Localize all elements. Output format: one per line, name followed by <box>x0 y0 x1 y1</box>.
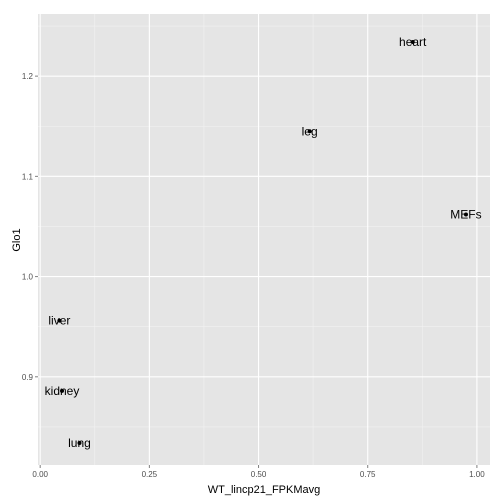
data-point <box>60 388 65 393</box>
point-label: heart <box>399 35 427 49</box>
y-tick-label: 1.0 <box>22 273 34 282</box>
x-tick-label: 0.00 <box>32 470 48 479</box>
x-tick-label: 1.00 <box>469 470 485 479</box>
plot-panel <box>38 14 490 465</box>
data-point <box>463 212 468 217</box>
x-tick-label: 0.25 <box>142 470 158 479</box>
minor-gridlines <box>38 14 490 465</box>
y-tick-label: 1.1 <box>22 172 34 181</box>
major-gridlines <box>38 14 490 465</box>
point-label: MEFs <box>450 207 481 221</box>
x-tick-label: 0.50 <box>251 470 267 479</box>
data-points <box>57 40 468 445</box>
point-label: leg <box>302 124 318 138</box>
point-label: liver <box>48 314 70 328</box>
x-axis-title: WT_lincp21_FPKMavg <box>208 484 321 496</box>
point-labels: heart leg MEFs liver kidney lung <box>45 35 482 450</box>
y-axis-title: Glo1 <box>11 228 23 251</box>
data-point <box>410 40 415 45</box>
y-axis-ticks: 0.9 1.0 1.1 1.2 <box>22 72 38 382</box>
y-tick-label: 1.2 <box>22 72 34 81</box>
data-point <box>307 129 312 134</box>
x-tick-label: 0.75 <box>360 470 376 479</box>
data-point <box>77 440 82 445</box>
data-point <box>57 318 62 323</box>
point-label: kidney <box>45 384 80 398</box>
point-label: lung <box>68 436 91 450</box>
x-axis-ticks: 0.00 0.25 0.50 0.75 1.00 <box>32 465 485 479</box>
y-tick-label: 0.9 <box>22 373 34 382</box>
